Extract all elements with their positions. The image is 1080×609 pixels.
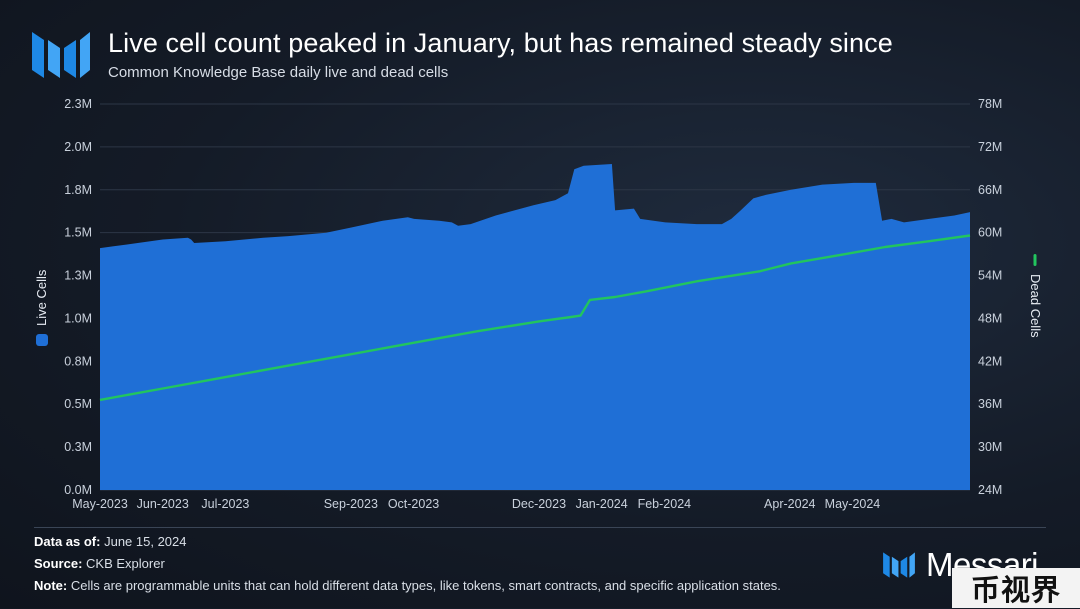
x-tick-label: May-2023 xyxy=(72,497,128,511)
left-axis-ticks: 0.0M 0.3M 0.5M 0.8M 1.0M 1.3M 1.5M 1.8M 2.0M 2.3M xyxy=(64,97,92,497)
right-tick-label: 48M xyxy=(978,311,1002,325)
right-tick-label: 30M xyxy=(978,440,1002,454)
left-tick-label: 0.0M xyxy=(64,483,92,497)
right-tick-label: 72M xyxy=(978,140,1002,154)
footer-source: Source: CKB Explorer xyxy=(34,556,165,571)
right-axis-label: Dead Cells xyxy=(1028,274,1043,338)
dead-cells-line xyxy=(99,234,971,402)
live-cells-area xyxy=(100,164,970,490)
x-tick-label: Jul-2023 xyxy=(201,497,249,511)
x-tick-label: Dec-2023 xyxy=(512,497,566,511)
right-axis-ticks: 24M 30M 36M 42M 48M 54M 60M 66M 72M 78M xyxy=(978,97,1002,497)
left-tick-label: 1.5M xyxy=(64,226,92,240)
watermark: 币视界 xyxy=(952,568,1080,608)
chart-subtitle: Common Knowledge Base daily live and dea… xyxy=(108,64,449,81)
left-tick-label: 0.8M xyxy=(64,354,92,368)
right-tick-label: 36M xyxy=(978,397,1002,411)
x-tick-label: Feb-2024 xyxy=(638,497,692,511)
right-tick-label: 42M xyxy=(978,354,1002,368)
x-axis-ticks: May-2023 Jun-2023 Jul-2023 Sep-2023 Oct-2023… xyxy=(72,497,880,511)
right-tick-label: 60M xyxy=(978,226,1002,240)
messari-brand-icon xyxy=(883,552,915,578)
footer-divider xyxy=(34,527,1046,528)
left-tick-label: 2.3M xyxy=(64,97,92,111)
left-tick-label: 2.0M xyxy=(64,140,92,154)
left-axis-title: Live Cells xyxy=(34,269,49,346)
chart-title: Live cell count peaked in January, but h… xyxy=(108,28,893,58)
left-tick-label: 1.0M xyxy=(64,311,92,325)
left-tick-label: 0.3M xyxy=(64,440,92,454)
right-tick-label: 54M xyxy=(978,269,1002,283)
left-tick-label: 1.8M xyxy=(64,183,92,197)
left-axis-label: Live Cells xyxy=(34,269,49,326)
footer-note: Note: Cells are programmable units that … xyxy=(34,578,781,593)
dead-cells-legend-swatch xyxy=(1033,254,1037,266)
x-tick-label: Jan-2024 xyxy=(576,497,628,511)
x-tick-label: Oct-2023 xyxy=(388,497,439,511)
footer-data-as-of: Data as of: June 15, 2024 xyxy=(34,534,187,549)
x-tick-label: Apr-2024 xyxy=(764,497,815,511)
x-tick-label: Sep-2023 xyxy=(324,497,378,511)
right-tick-label: 66M xyxy=(978,183,1002,197)
chart: 0.0M 0.3M 0.5M 0.8M 1.0M 1.3M 1.5M 1.8M 2.0M 2.3M… xyxy=(34,97,1043,511)
right-tick-label: 24M xyxy=(978,483,1002,497)
x-tick-label: May-2024 xyxy=(825,497,881,511)
right-tick-label: 78M xyxy=(978,97,1002,111)
live-cells-legend-swatch xyxy=(36,334,48,346)
right-axis-title: Dead Cells xyxy=(1028,254,1043,338)
left-tick-label: 1.3M xyxy=(64,269,92,283)
messari-logo-icon xyxy=(32,32,90,78)
x-tick-label: Jun-2023 xyxy=(137,497,189,511)
left-tick-label: 0.5M xyxy=(64,397,92,411)
